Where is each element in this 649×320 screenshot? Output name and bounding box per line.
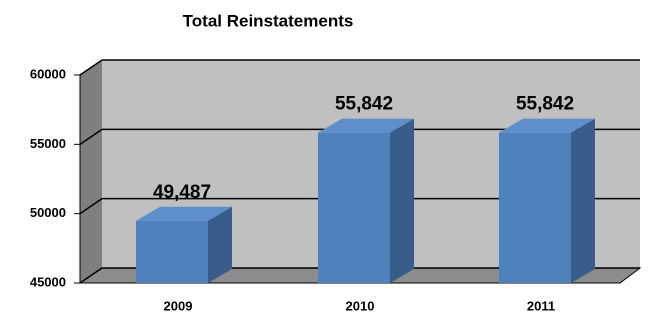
bar (136, 220, 208, 283)
bar-top (318, 118, 414, 133)
chart-title: Total Reinstatements (183, 11, 354, 30)
y-tick-label: 50000 (30, 205, 66, 220)
bar-top (499, 118, 595, 133)
bar (318, 132, 390, 283)
x-tick-label: 2010 (346, 298, 375, 313)
grid-line (79, 128, 103, 145)
bar (499, 132, 571, 283)
bar-side (390, 118, 414, 284)
grid-line (79, 198, 103, 215)
y-tick-label: 45000 (30, 274, 66, 289)
value-label: 49,487 (153, 182, 211, 203)
grid-line (79, 59, 103, 76)
bar-top (136, 206, 232, 221)
x-tick-label: 2009 (164, 298, 193, 313)
grid-line (79, 267, 103, 284)
y-tick-label: 55000 (30, 136, 66, 151)
x-tick-label: 2011 (527, 298, 555, 313)
side-wall (80, 60, 102, 283)
value-label: 55,842 (335, 94, 393, 115)
value-label: 55,842 (516, 94, 574, 115)
bar-side (571, 118, 595, 284)
y-tick-label: 60000 (30, 66, 66, 81)
bar-side (208, 206, 232, 283)
